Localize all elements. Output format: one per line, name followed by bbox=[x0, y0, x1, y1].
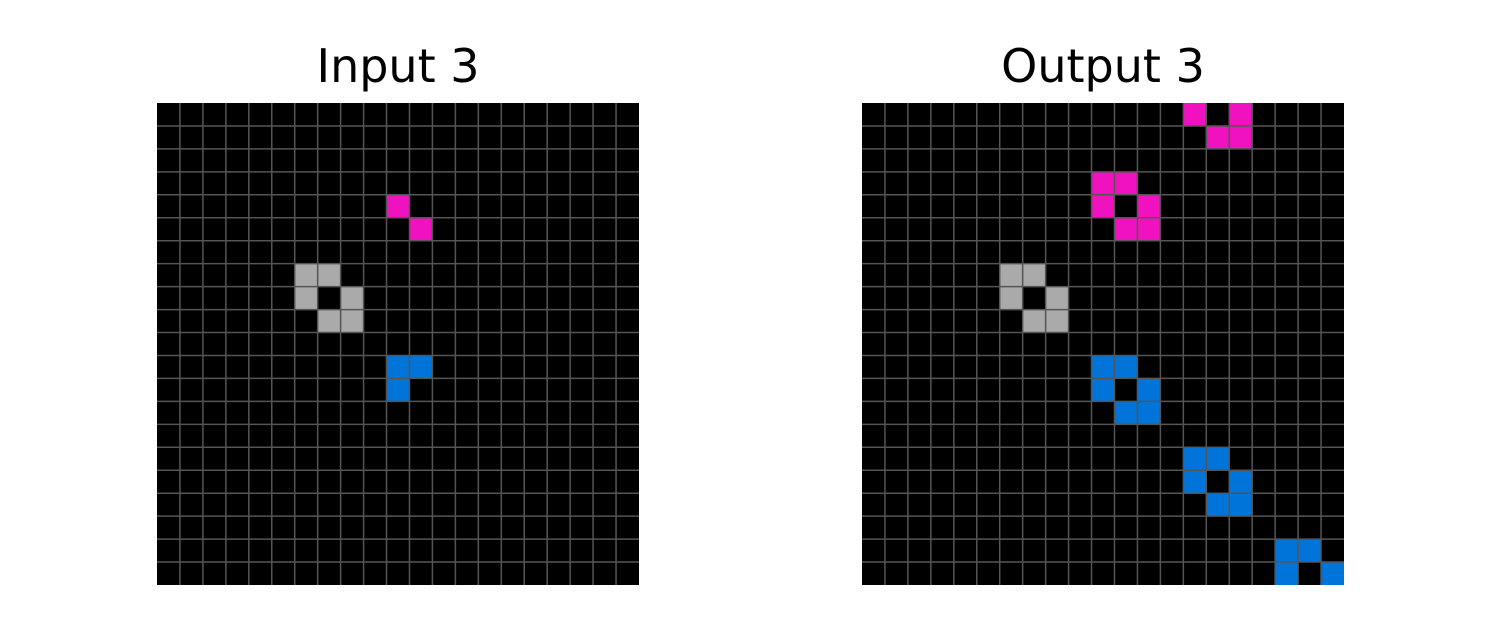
grid-cell bbox=[1114, 171, 1138, 195]
grid-cell bbox=[1091, 355, 1115, 379]
grid-cell bbox=[1206, 493, 1230, 517]
grid-cell bbox=[1321, 562, 1344, 585]
grid-cell bbox=[294, 286, 318, 310]
grid-cell bbox=[1137, 217, 1161, 241]
grid-cell bbox=[386, 355, 410, 379]
grid-cell bbox=[999, 263, 1023, 287]
grid-cell bbox=[386, 378, 410, 402]
grid-background bbox=[157, 103, 639, 585]
grid-cell bbox=[1022, 309, 1046, 333]
grid-cell bbox=[1298, 539, 1322, 563]
grid-cell bbox=[1114, 401, 1138, 425]
grid-cell bbox=[1206, 447, 1230, 471]
grid-cell bbox=[1183, 470, 1207, 494]
output-title: Output 3 bbox=[1001, 39, 1205, 93]
grid-cell bbox=[1183, 103, 1207, 126]
grid-svg bbox=[157, 103, 639, 585]
grid-cell bbox=[1091, 378, 1115, 402]
grid-cell bbox=[1229, 470, 1253, 494]
input-title: Input 3 bbox=[316, 39, 480, 93]
grid-cell bbox=[1137, 378, 1161, 402]
grid-cell bbox=[1045, 309, 1069, 333]
grid-cell bbox=[1091, 194, 1115, 218]
grid-cell bbox=[1114, 217, 1138, 241]
grid-cell bbox=[1183, 447, 1207, 471]
input-grid bbox=[157, 103, 639, 585]
grid-cell bbox=[1114, 355, 1138, 379]
grid-cell bbox=[1275, 539, 1299, 563]
grid-cell bbox=[386, 194, 410, 218]
grid-cell bbox=[1229, 493, 1253, 517]
grid-cell bbox=[1137, 401, 1161, 425]
output-grid bbox=[862, 103, 1344, 585]
grid-cell bbox=[317, 309, 341, 333]
grid-cell bbox=[1229, 103, 1253, 126]
grid-cell bbox=[999, 286, 1023, 310]
grid-cell bbox=[1045, 286, 1069, 310]
grid-cell bbox=[409, 355, 433, 379]
grid-cell bbox=[1275, 562, 1299, 585]
grid-cell bbox=[317, 263, 341, 287]
grid-cell bbox=[1022, 263, 1046, 287]
grid-cell bbox=[294, 263, 318, 287]
grid-cell bbox=[1206, 125, 1230, 149]
grid-cell bbox=[340, 286, 364, 310]
grid-svg bbox=[862, 103, 1344, 585]
grid-cell bbox=[1229, 125, 1253, 149]
grid-cell bbox=[1091, 171, 1115, 195]
grid-cell bbox=[340, 309, 364, 333]
grid-cell bbox=[1137, 194, 1161, 218]
grid-cell bbox=[409, 217, 433, 241]
